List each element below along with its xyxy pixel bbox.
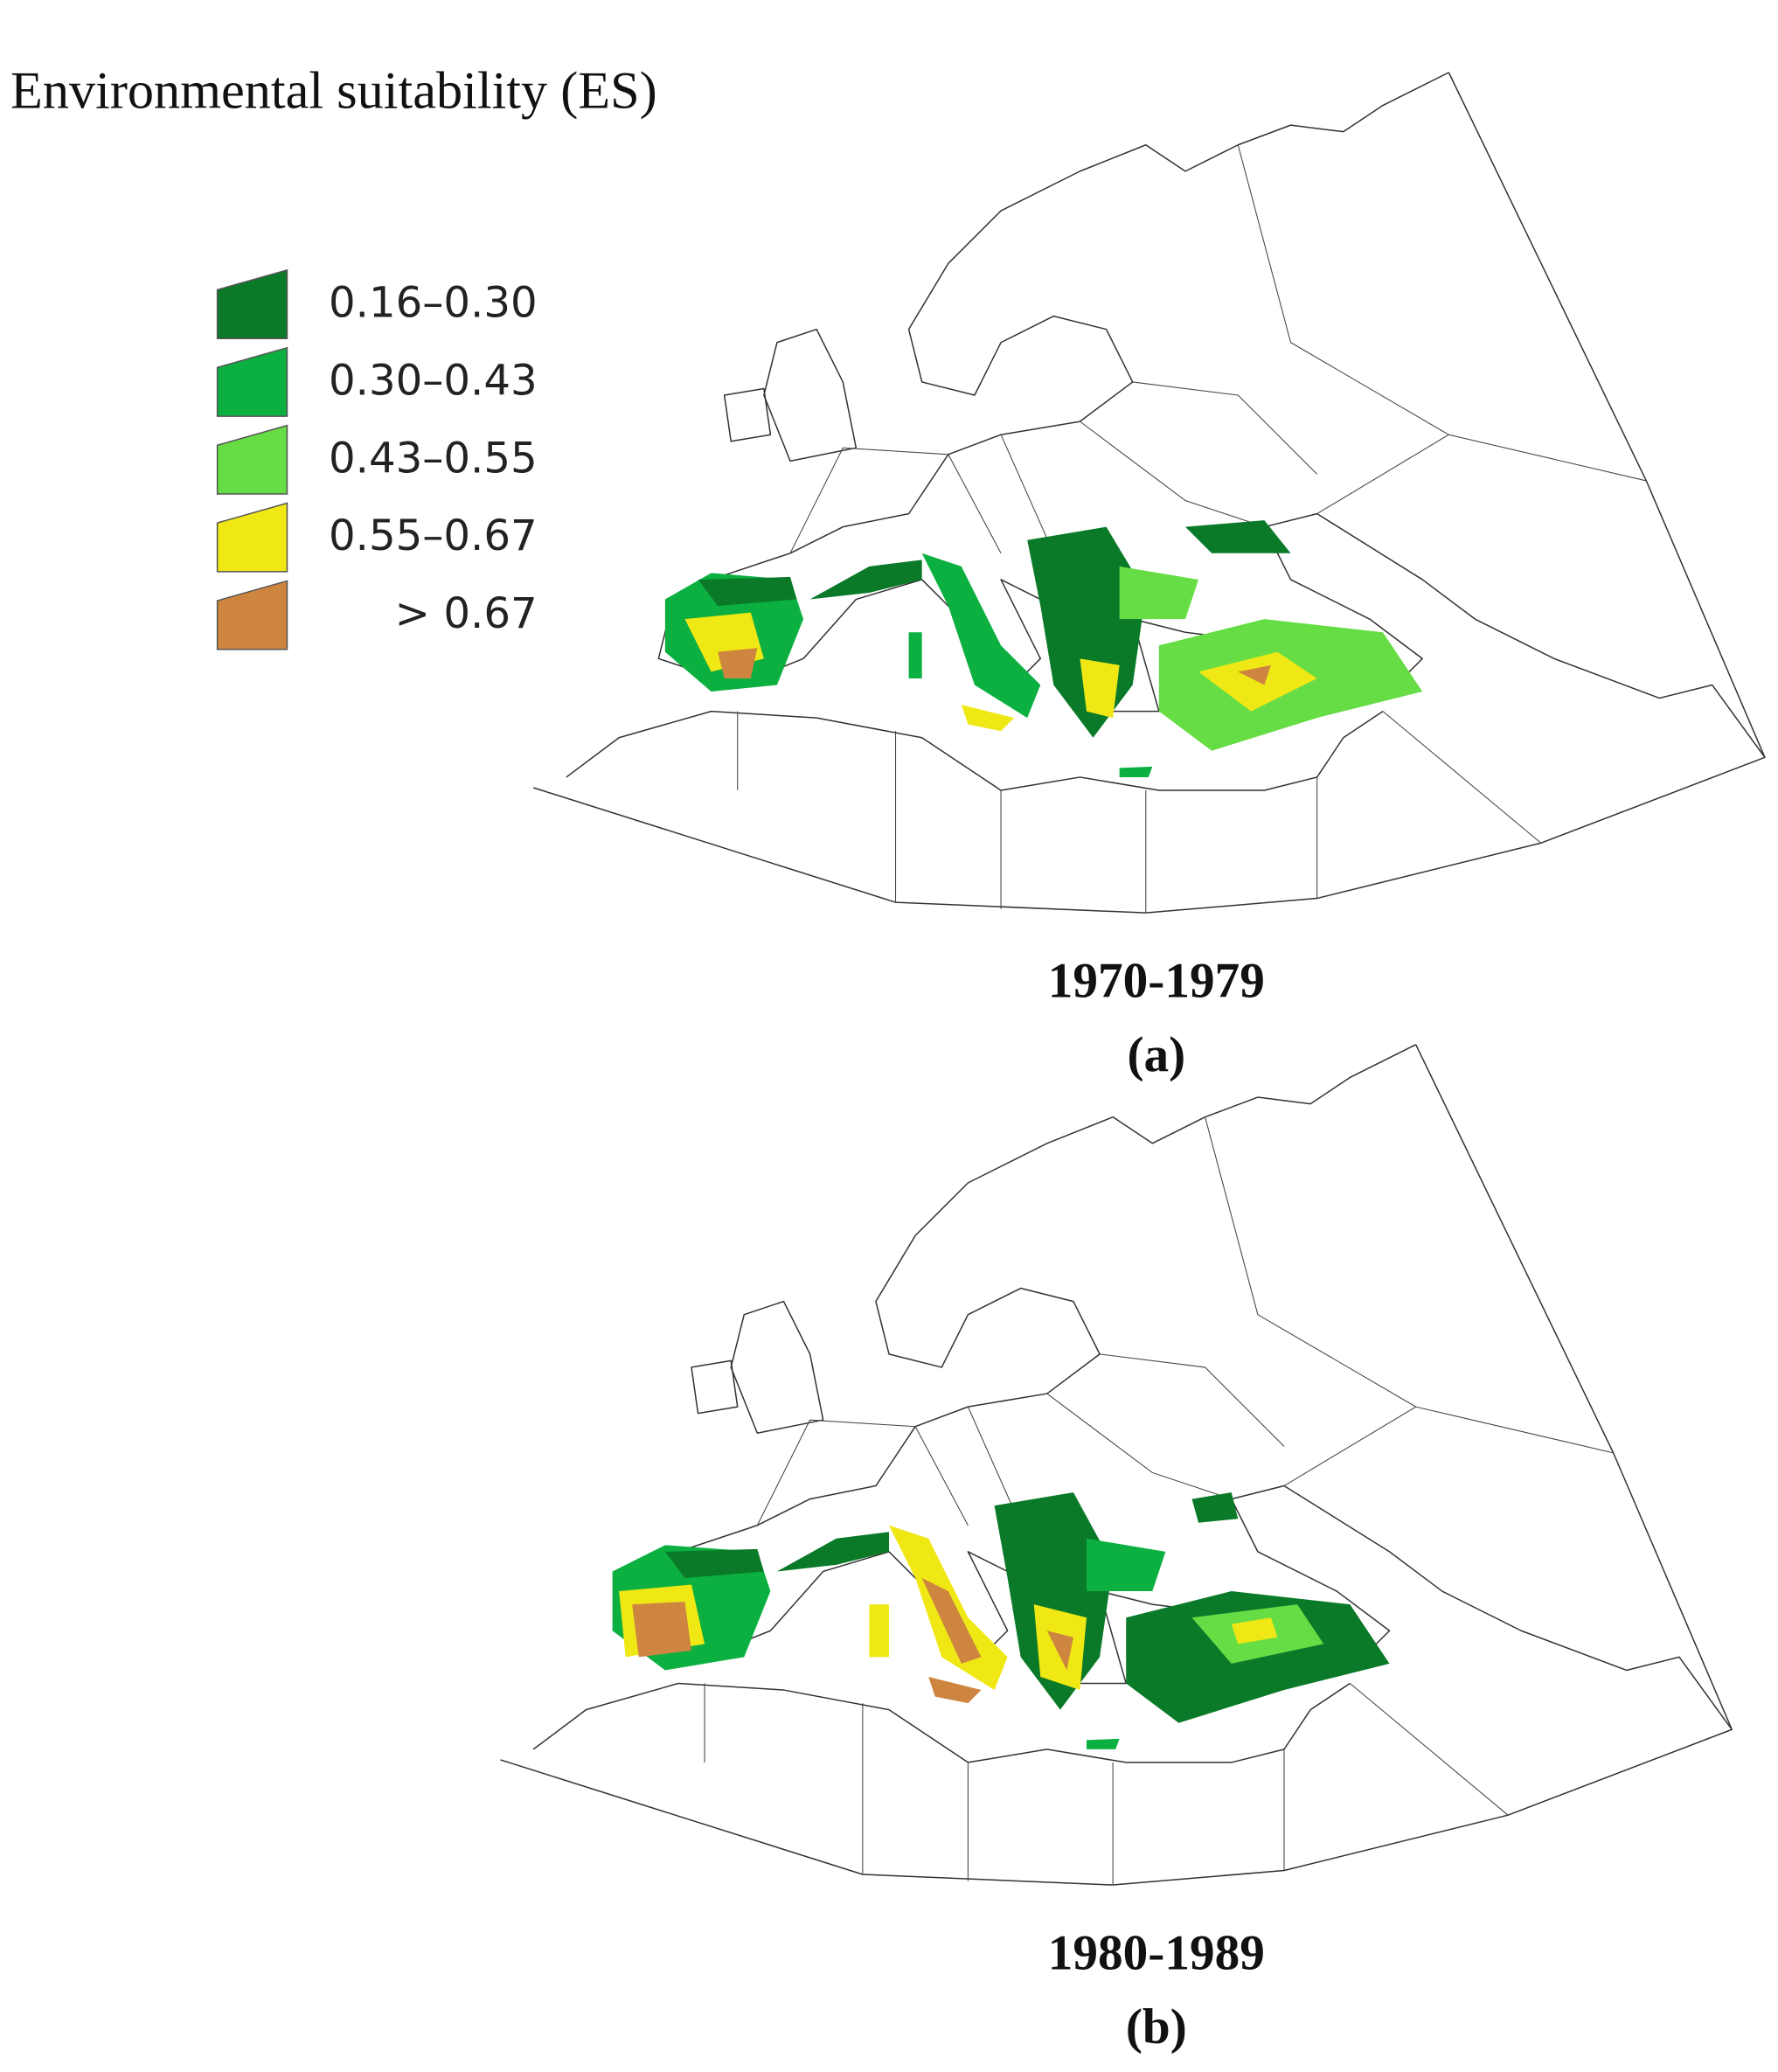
- suitability-region: [1119, 766, 1153, 777]
- suitability-region: [1087, 1538, 1166, 1592]
- legend-swatch: [216, 580, 288, 650]
- suitability-region: [961, 705, 1015, 732]
- legend-swatch: [216, 502, 288, 573]
- panel-label: (b): [1126, 1999, 1187, 2055]
- legend-label: > 0.67: [395, 589, 538, 638]
- legend-label: 0.16–0.30: [329, 279, 538, 328]
- suitability-region: [632, 1602, 691, 1658]
- legend-swatch: [216, 346, 288, 417]
- suitability-region: [1080, 658, 1120, 719]
- legend-swatch: [216, 268, 288, 339]
- suitability-region: [928, 1676, 982, 1704]
- legend-label: 0.43–0.55: [329, 434, 538, 483]
- legend-label: 0.30–0.43: [329, 356, 538, 405]
- suitability-region: [921, 1577, 982, 1664]
- legend: 0.16–0.30 0.30–0.43 0.43–0.55 0.55–0.67 > 0.…: [216, 268, 538, 650]
- suitability-region: [994, 1492, 1114, 1710]
- suitability-region: [1119, 566, 1199, 620]
- suitability-region: [908, 632, 922, 678]
- suitability-region: [664, 1548, 764, 1578]
- panel-period: 1980-1989: [1048, 1925, 1265, 1980]
- suitability-region: [809, 560, 922, 600]
- suitability-region: [1087, 1738, 1120, 1749]
- map-panel: 1970-1979 (a): [532, 72, 1766, 1082]
- map-panel: 1980-1989 (b): [499, 1044, 1733, 2055]
- suitability-region: [1185, 520, 1291, 553]
- suitability-region: [869, 1604, 889, 1658]
- legend-swatch: [216, 424, 288, 495]
- suitability-region: [1046, 1630, 1073, 1671]
- suitability-region: [776, 1532, 889, 1572]
- suitability-region: [921, 553, 1041, 719]
- suitability-region: [718, 648, 758, 678]
- suitability-region: [1191, 1492, 1239, 1523]
- legend-label: 0.55–0.67: [329, 511, 538, 560]
- legend-title: Environmental suitability (ES): [10, 62, 657, 121]
- suitability-region: [1231, 1617, 1278, 1644]
- panel-period: 1970-1979: [1048, 954, 1265, 1009]
- suitability-region: [1238, 664, 1271, 685]
- panel-label: (a): [1127, 1027, 1185, 1082]
- suitability-region: [698, 576, 797, 607]
